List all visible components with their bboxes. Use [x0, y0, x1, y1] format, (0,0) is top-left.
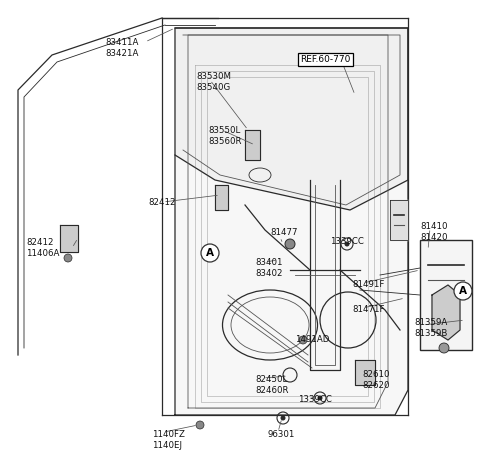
- Polygon shape: [432, 285, 460, 340]
- Text: 83550L
83560R: 83550L 83560R: [208, 126, 241, 146]
- Circle shape: [280, 415, 286, 420]
- Text: 81471F: 81471F: [352, 305, 384, 314]
- Circle shape: [439, 343, 449, 353]
- Circle shape: [285, 239, 295, 249]
- Circle shape: [201, 244, 219, 262]
- Polygon shape: [355, 360, 375, 385]
- Polygon shape: [390, 200, 408, 240]
- Text: 82450L
82460R: 82450L 82460R: [255, 375, 288, 395]
- Text: A: A: [206, 248, 214, 258]
- Circle shape: [454, 282, 472, 300]
- Text: 83530M
83540G: 83530M 83540G: [196, 72, 231, 92]
- Bar: [420, 240, 472, 350]
- Polygon shape: [60, 225, 78, 252]
- Circle shape: [196, 421, 204, 429]
- Text: 83411A
83421A: 83411A 83421A: [105, 38, 138, 58]
- Text: 82610
82620: 82610 82620: [362, 370, 389, 390]
- Polygon shape: [215, 185, 228, 210]
- Text: 81477: 81477: [270, 228, 298, 237]
- Text: 1339CC: 1339CC: [330, 237, 364, 246]
- Text: 82412: 82412: [148, 198, 176, 207]
- Circle shape: [317, 396, 323, 401]
- Text: A: A: [459, 286, 467, 296]
- Text: 81410
81420: 81410 81420: [420, 222, 447, 242]
- Text: 81491F: 81491F: [352, 280, 384, 289]
- Text: 83401
83402: 83401 83402: [255, 258, 283, 278]
- Polygon shape: [245, 130, 260, 160]
- Polygon shape: [175, 28, 408, 415]
- Text: 82412
11406A: 82412 11406A: [26, 238, 60, 258]
- Polygon shape: [175, 28, 408, 210]
- Circle shape: [64, 254, 72, 262]
- Circle shape: [345, 242, 349, 247]
- Text: REF.60-770: REF.60-770: [300, 55, 350, 64]
- Text: 1491AD: 1491AD: [295, 335, 329, 344]
- Circle shape: [299, 336, 307, 344]
- Text: 96301: 96301: [268, 430, 295, 439]
- Text: 1140FZ
1140EJ: 1140FZ 1140EJ: [152, 430, 185, 450]
- Text: 1339CC: 1339CC: [298, 395, 332, 404]
- Text: 81359A
81359B: 81359A 81359B: [414, 318, 447, 338]
